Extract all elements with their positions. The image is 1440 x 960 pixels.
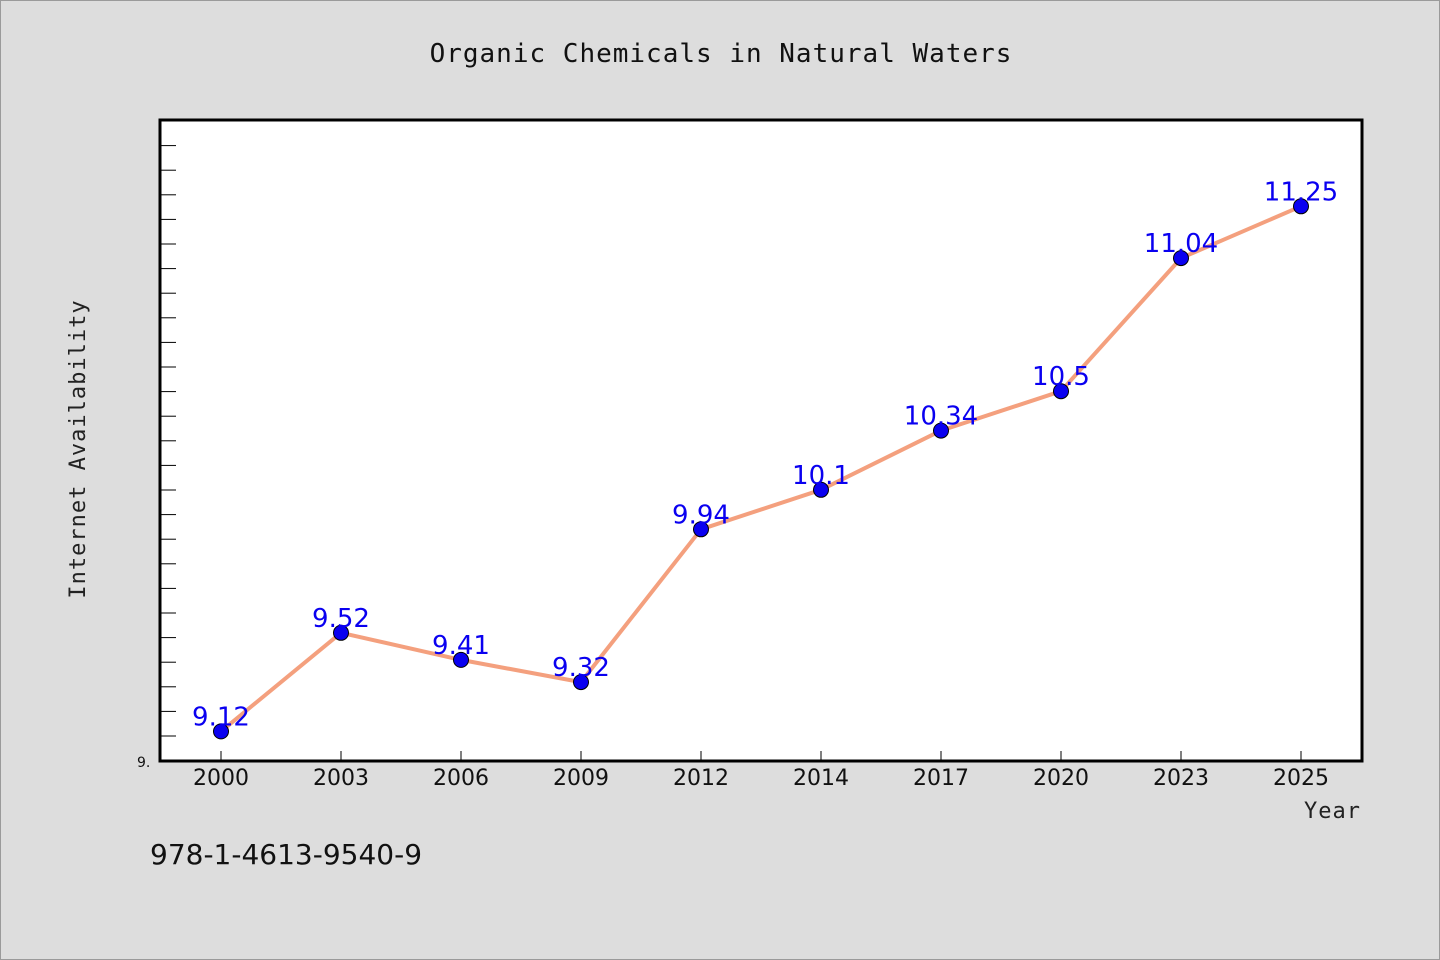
x-tick-label: 2017: [913, 766, 969, 791]
x-tick-label: 2023: [1153, 766, 1209, 791]
data-label: 9.41: [432, 631, 490, 661]
x-axis-ticks: [220, 751, 1302, 761]
data-point: [1053, 383, 1069, 400]
data-label: 9.12: [192, 702, 250, 732]
data-point: [333, 624, 349, 641]
y-tick-label: 9.: [137, 755, 150, 771]
y-axis-label: Internet Availability: [66, 299, 91, 598]
x-tick-label: 2014: [793, 766, 849, 791]
data-label: 10.1: [792, 461, 850, 491]
data-labels: 9.12 9.52 9.41 9.32 9.94 10.1 10.34 10.5 11.04 11…: [192, 177, 1338, 732]
isbn-text: 978-1-4613-9540-9: [150, 838, 422, 871]
data-point: [933, 422, 949, 439]
plot-area: [158, 118, 1364, 763]
data-point: [1173, 250, 1189, 267]
series-markers: [213, 198, 1309, 740]
data-point: [1293, 198, 1309, 215]
x-axis-label: Year: [1304, 799, 1361, 824]
data-label: 9.32: [552, 653, 610, 683]
data-label: 11.04: [1144, 229, 1218, 259]
data-point: [453, 651, 469, 668]
x-tick-label: 2025: [1273, 766, 1329, 791]
x-tick-label: 2003: [313, 766, 369, 791]
x-tick-label: 2000: [193, 766, 249, 791]
y-axis-ticks: [160, 145, 176, 737]
data-point: [813, 481, 829, 498]
x-tick-label: 2020: [1033, 766, 1089, 791]
data-point: [573, 674, 589, 691]
x-tick-label: 2012: [673, 766, 729, 791]
x-axis-tick-labels: 2000 2003 2006 2009 2012 2014 2017 2020 2023 2025: [193, 766, 1329, 791]
data-point: [693, 521, 709, 538]
series-line: [219, 204, 1302, 733]
data-point: [213, 723, 229, 740]
data-label: 9.52: [312, 604, 370, 634]
data-label: 11.25: [1264, 177, 1338, 207]
data-label: 10.34: [904, 402, 978, 432]
x-tick-label: 2009: [553, 766, 609, 791]
data-label: 10.5: [1032, 362, 1090, 392]
x-tick-label: 2006: [433, 766, 489, 791]
data-label: 9.94: [672, 500, 730, 530]
chart-title: Organic Chemicals in Natural Waters: [430, 39, 1013, 69]
